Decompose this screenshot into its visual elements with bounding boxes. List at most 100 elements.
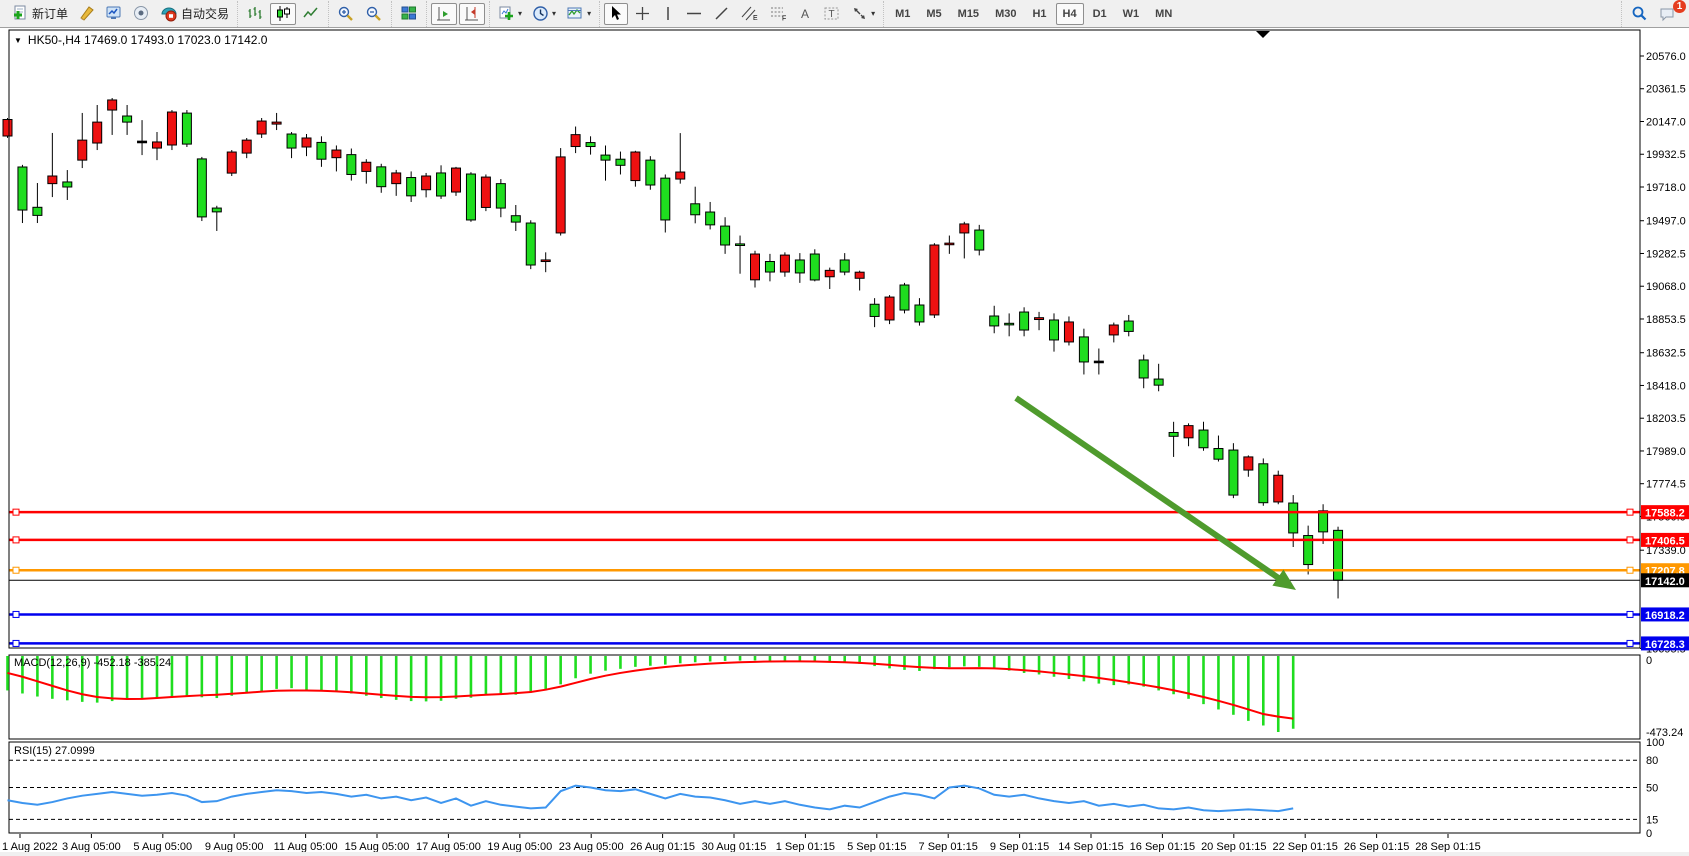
text-label-button[interactable]: T — [819, 3, 845, 25]
candlestick-chart-button[interactable] — [270, 2, 297, 25]
candle-body — [480, 176, 491, 208]
windows-group — [391, 0, 426, 27]
line-handle[interactable] — [12, 508, 20, 516]
horizontal-line-button[interactable] — [681, 3, 707, 25]
search-button[interactable] — [1626, 3, 1652, 25]
candle-body — [914, 304, 925, 323]
objects-group: E F A T ▾ — [599, 0, 883, 27]
fibonacci-button[interactable]: F — [765, 3, 792, 25]
line-handle[interactable] — [1626, 536, 1634, 544]
line-handle[interactable] — [12, 566, 20, 574]
window-bottom-strip — [0, 852, 1689, 856]
line-handle[interactable] — [12, 639, 20, 647]
candle-body — [510, 215, 521, 223]
timeframe-button-W1[interactable]: W1 — [1122, 7, 1140, 20]
chart-shift-marker-icon[interactable] — [1256, 31, 1270, 38]
trend-arrow-head[interactable] — [1272, 569, 1296, 590]
crosshair-button[interactable] — [630, 3, 655, 25]
timeframe-button-M15[interactable]: M15 — [957, 7, 980, 20]
price-badge-label: 16728.3 — [1645, 639, 1685, 651]
zoom-group — [328, 0, 391, 27]
time-axis-label: 14 Sep 01:15 — [1058, 841, 1123, 853]
chart-canvas[interactable]: 20576.0 20361.5 20147.0 19932.5 19718.0 19497… — [0, 28, 1689, 856]
trend-arrow-line[interactable] — [1014, 395, 1287, 585]
line-handle[interactable] — [12, 536, 20, 544]
rsi-axis-label: 50 — [1646, 783, 1658, 795]
timeframe-button-M5[interactable]: M5 — [926, 7, 942, 20]
line-handle[interactable] — [1626, 610, 1634, 618]
monitor-chart-icon — [106, 6, 121, 19]
market-watch-button[interactable] — [101, 3, 127, 25]
chat-button[interactable]: 1 — [1654, 0, 1686, 25]
styler-button[interactable] — [74, 3, 99, 25]
zoom-out-icon — [366, 6, 381, 21]
autotrading-button[interactable]: 自动交易 — [156, 3, 233, 25]
candle-body — [361, 161, 372, 172]
zoom-in-icon — [338, 6, 353, 21]
timeframe-button-M30[interactable]: M30 — [995, 7, 1017, 20]
candle-body — [1273, 474, 1284, 503]
time-axis-label: 1 Sep 01:15 — [776, 841, 835, 853]
time-axis-label: 28 Sep 01:15 — [1415, 841, 1480, 853]
templates-dropdown[interactable]: ▾ — [562, 3, 595, 25]
timeframe-button-D1[interactable]: D1 — [1092, 7, 1107, 20]
collapse-triangle-icon[interactable]: ▼ — [14, 35, 22, 45]
text-button[interactable]: A — [794, 3, 817, 25]
candle-body — [1063, 321, 1074, 343]
candle-body — [1288, 502, 1299, 534]
candle-body — [181, 112, 192, 145]
trendline-button[interactable] — [709, 3, 734, 25]
time-axis-label: 26 Aug 01:15 — [630, 841, 695, 853]
candle-body — [122, 115, 133, 123]
zoom-out-button[interactable] — [361, 3, 387, 25]
chart-type-group — [237, 0, 328, 27]
candle-body — [286, 133, 297, 149]
search-icon — [1632, 6, 1647, 20]
periods-dropdown[interactable]: ▾ — [528, 3, 560, 25]
arrows-dropdown[interactable]: ▾ — [847, 3, 879, 25]
channel-button[interactable]: E — [736, 3, 763, 25]
signals-button[interactable] — [129, 3, 154, 25]
chart-shift-button[interactable] — [459, 2, 486, 25]
macd-axis-min: -473.24 — [1646, 727, 1683, 739]
zoom-in-button[interactable] — [333, 3, 359, 25]
candle-body — [929, 244, 940, 316]
line-handle[interactable] — [1626, 639, 1634, 647]
template-icon — [567, 7, 582, 19]
time-axis-label: 3 Aug 05:00 — [62, 841, 121, 853]
candle-body — [2, 119, 13, 137]
cursor-icon — [612, 6, 622, 20]
line-chart-icon — [303, 7, 318, 18]
line-handle[interactable] — [12, 610, 20, 618]
candle-body — [854, 271, 865, 279]
fibonacci-icon: F — [771, 7, 786, 22]
new-order-button[interactable]: 新订单 — [8, 3, 72, 25]
line-handle[interactable] — [1626, 566, 1634, 574]
line-chart-button[interactable] — [298, 3, 324, 25]
timeframe-button-M1[interactable]: M1 — [895, 7, 911, 20]
timeframe-button-H1[interactable]: H1 — [1032, 7, 1047, 20]
vertical-line-icon — [667, 7, 669, 20]
price-badge-label: 16918.2 — [1645, 610, 1685, 622]
horizontal-line-icon — [687, 12, 702, 15]
cursor-button[interactable] — [604, 2, 629, 25]
svg-text:A: A — [801, 7, 809, 21]
timeframe-button-H4[interactable]: H4 — [1055, 2, 1084, 25]
bar-chart-button[interactable] — [242, 3, 268, 25]
macd-axis-zero: 0 — [1646, 655, 1652, 667]
candle-body — [226, 151, 237, 174]
candle-body — [1333, 529, 1344, 581]
candle-body — [540, 259, 551, 263]
symbol-ohlc-title: HK50-,H4 17469.0 17493.0 17023.0 17142.0 — [27, 33, 268, 47]
svg-text:T: T — [829, 9, 835, 20]
new-order-label: 新订单 — [32, 7, 69, 21]
new-chart-dropdown[interactable]: ▾ — [494, 3, 526, 25]
tile-windows-button[interactable] — [396, 3, 422, 25]
line-handle[interactable] — [1626, 508, 1634, 516]
auto-scroll-button[interactable] — [431, 2, 458, 25]
candle-body — [77, 139, 88, 161]
chart-shift-icon — [465, 7, 479, 21]
candle-body — [600, 154, 611, 161]
vertical-line-button[interactable] — [657, 3, 679, 25]
timeframe-button-MN[interactable]: MN — [1155, 7, 1173, 20]
